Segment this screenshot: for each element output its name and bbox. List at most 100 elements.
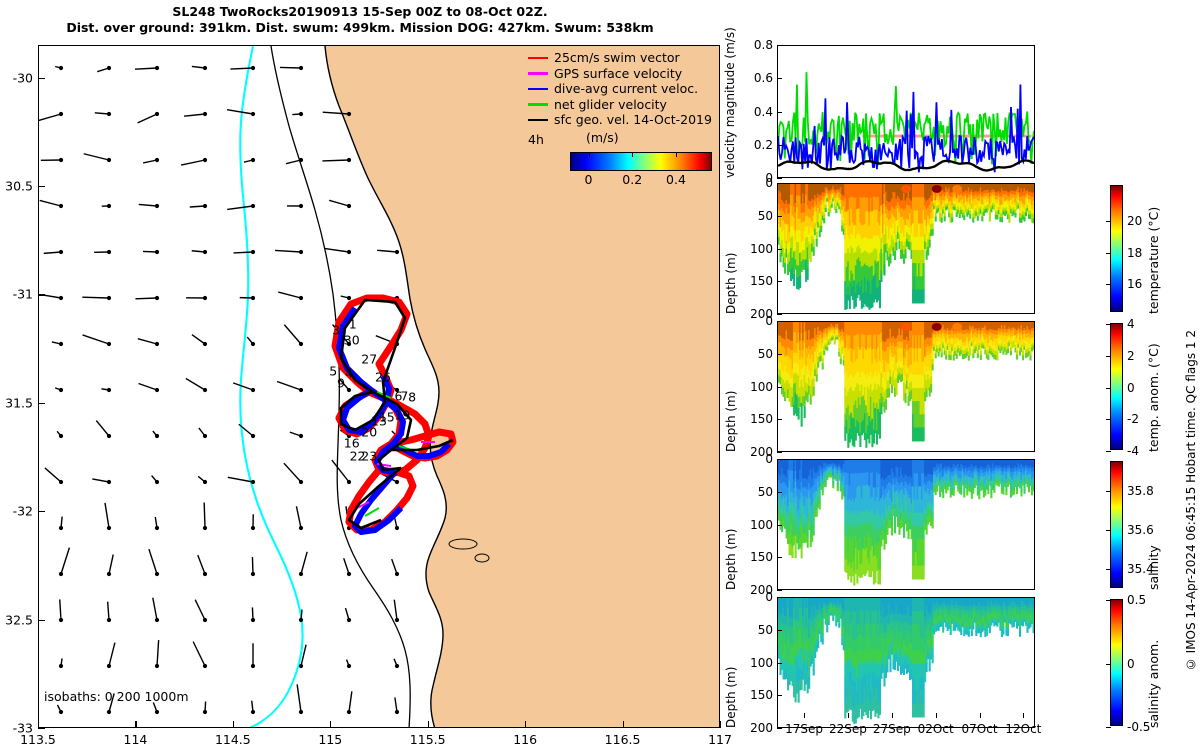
profile-cell (1002, 460, 1005, 465)
profile-cell (999, 192, 1002, 198)
profile-cell (884, 221, 888, 230)
profile-cell (866, 399, 869, 414)
profile-cell (839, 358, 842, 365)
profile-cell (972, 184, 975, 189)
profile-cell (844, 558, 847, 572)
profile-cell (976, 483, 979, 488)
profile-cell (1023, 478, 1026, 483)
profile-cell (969, 187, 972, 193)
profile-cell (945, 346, 948, 352)
profile-cell (824, 322, 827, 326)
profile-cell (865, 522, 868, 537)
profile-cell (919, 348, 922, 363)
velocity-arrow-origin (154, 157, 160, 163)
profile-cell (806, 527, 809, 539)
title-line-1: SL248 TwoRocks20190913 15-Sep 00Z to 08-… (172, 4, 548, 19)
profile-cell (830, 327, 833, 331)
profile-cell (1011, 463, 1014, 469)
profile-cell (984, 343, 987, 348)
profile-cell (799, 368, 802, 379)
profile-cell (970, 332, 973, 336)
profile-cell (790, 460, 793, 472)
profile-cell (942, 476, 945, 482)
profile-cell (981, 338, 984, 343)
profile-cell (973, 478, 976, 482)
profile-cell (796, 342, 799, 354)
velocity-magnitude-plot[interactable] (777, 45, 1035, 178)
profile-cell (863, 400, 866, 415)
profile-cell (1008, 192, 1011, 198)
profile-cell (957, 206, 960, 211)
profile-cell (865, 278, 868, 293)
profile-cell (826, 346, 829, 351)
map-colorbar-tick-mark (588, 152, 590, 157)
velocity-arrow (108, 554, 114, 575)
map-panel[interactable]: -30 30.5 -31 31.5 -32 32.5 -33 113.5 114 114.5 11… (5, 45, 732, 747)
profile-cell (779, 235, 782, 246)
profile-cell (823, 332, 826, 338)
profile-cell (934, 353, 937, 359)
velocity-arrow-origin (346, 617, 352, 623)
profile-cell (1014, 345, 1017, 350)
profile-cell (907, 494, 910, 505)
profile-cell (1030, 184, 1034, 189)
profile-cell (994, 470, 997, 475)
profile-cell (916, 499, 919, 514)
profile-cell (827, 339, 830, 343)
profile-panel-temperature[interactable] (777, 183, 1035, 314)
profile-cell (904, 208, 907, 218)
profile-cell (1002, 467, 1005, 473)
profile-cell (805, 487, 808, 498)
velocity-arrow (251, 557, 254, 575)
profile-cell (833, 468, 836, 472)
profile-cell (924, 356, 927, 367)
profile-cell (898, 341, 901, 349)
profile-cell (902, 460, 906, 470)
profile-cell (863, 348, 866, 362)
profile-cell (791, 322, 794, 333)
profile-panel-salinity[interactable] (777, 459, 1035, 590)
profile-cell (868, 550, 871, 565)
velocity-arrow-origin (298, 433, 304, 439)
profile-cell (943, 475, 946, 480)
profile-panel-temperature-anomaly[interactable] (777, 321, 1035, 452)
profile-cell (806, 236, 809, 249)
profile-cell (791, 236, 794, 248)
profile-cell (823, 325, 826, 330)
profile-cell (875, 362, 878, 377)
profile-cell (835, 327, 838, 331)
profile-cell (791, 546, 794, 559)
profile-cell (1027, 484, 1031, 489)
profile-cell (1029, 322, 1032, 327)
profile-cell (865, 419, 868, 434)
profile-cell (877, 322, 880, 336)
profile-cell (924, 498, 927, 508)
profile-cell (869, 384, 872, 398)
profile-cell (1027, 214, 1031, 219)
profile-cell (883, 529, 886, 540)
profile-cell (898, 468, 901, 478)
profile-cell (785, 388, 788, 399)
profile-cell (961, 191, 964, 196)
velocity-arrow-origin (202, 709, 208, 715)
profile-cell (963, 492, 966, 498)
profile-cell (886, 184, 889, 194)
profile-cell (868, 429, 871, 444)
profile-cell (937, 460, 940, 464)
profile-cell (993, 463, 996, 468)
profile-cell (830, 474, 833, 478)
velocity-arrow-origin (250, 341, 256, 347)
profile-cell (872, 335, 875, 350)
profile-cell (788, 470, 791, 482)
profile-cell (874, 541, 877, 556)
profile-cell (961, 468, 964, 472)
profile-cell (945, 354, 948, 360)
velocity-arrow-origin (154, 387, 160, 393)
profile-cell (978, 477, 981, 483)
profile-cell (948, 354, 951, 360)
profile-cell (970, 342, 973, 347)
profile-cell (899, 505, 903, 514)
profile-cell (996, 460, 999, 464)
profile-cell (982, 194, 985, 199)
profile-cell (1008, 334, 1011, 339)
